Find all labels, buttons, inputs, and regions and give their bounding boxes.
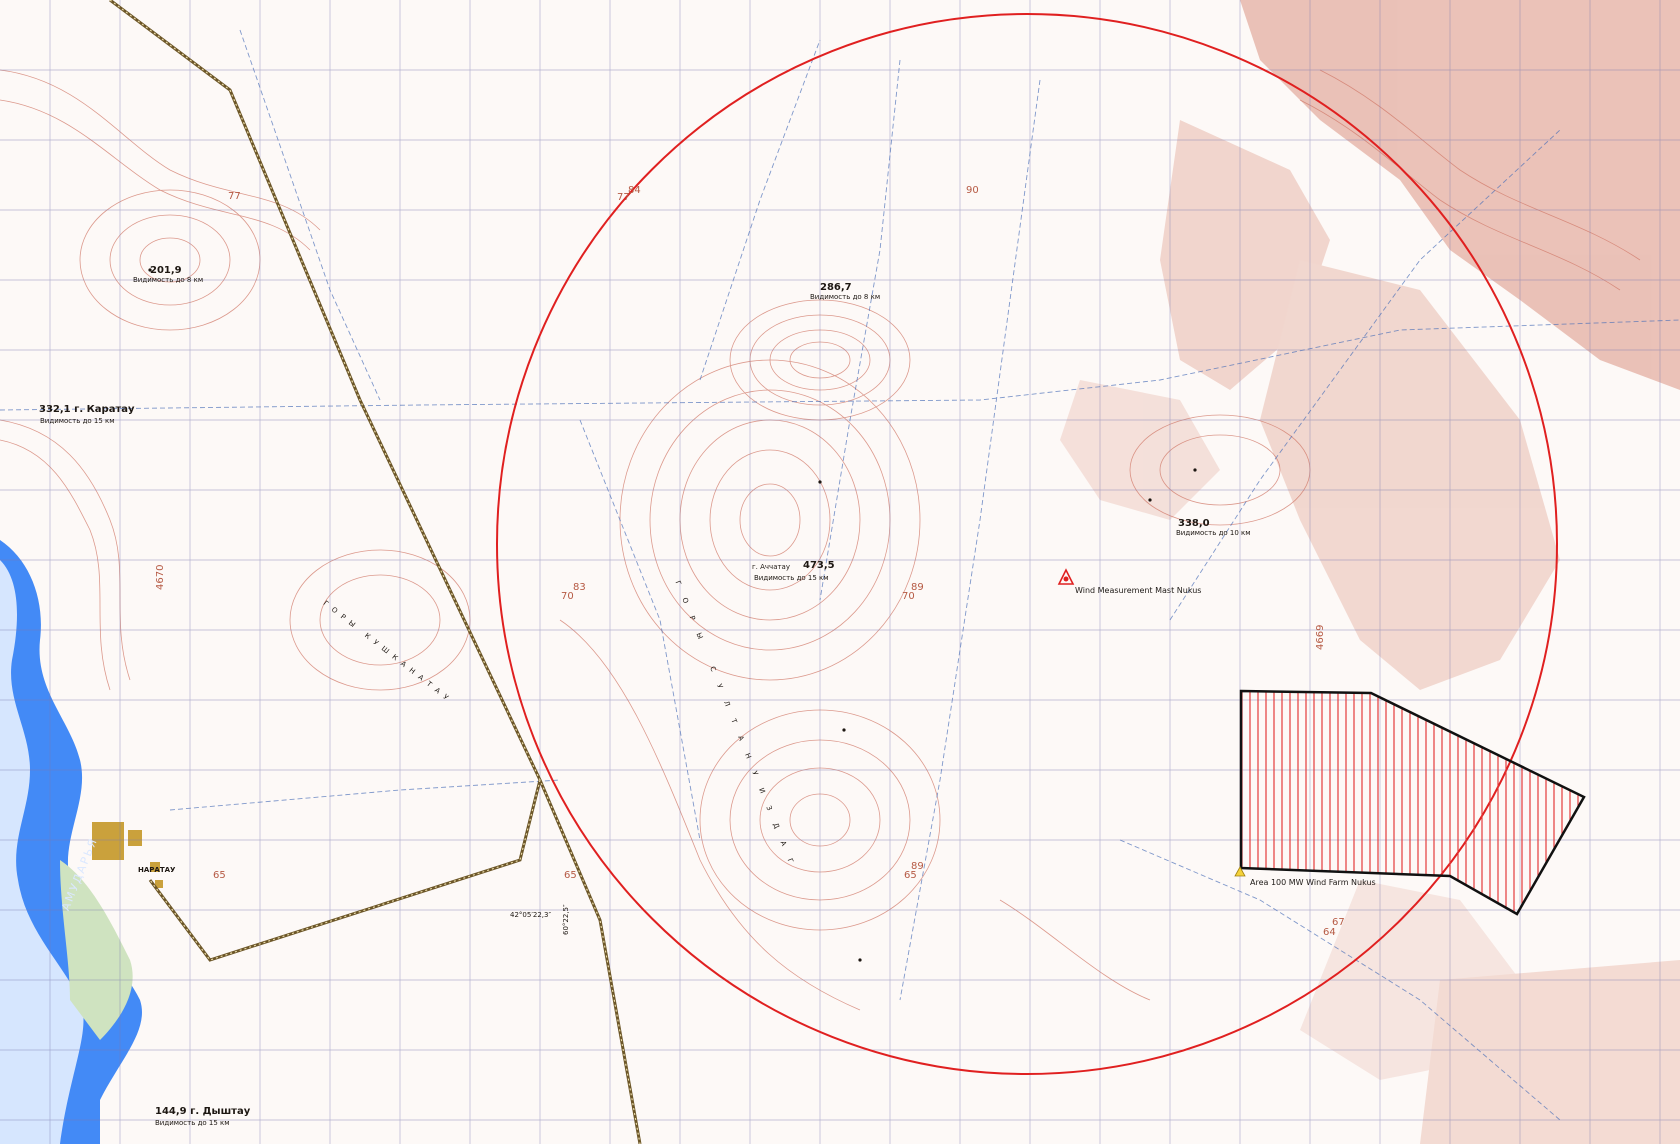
grid-number-64: 64: [1323, 927, 1336, 938]
peak-label-dyshtau: 144,9 г. Дыштау: [155, 1106, 251, 1117]
grid-number-67: 67: [1332, 917, 1345, 928]
grid-number-70a: 70: [561, 591, 574, 602]
peak-label-2019: 201,9: [150, 265, 182, 276]
wind-mast-label: Wind Measurement Mast Nukus: [1075, 586, 1202, 595]
town-label-karatau: НАРАТАУ: [138, 866, 176, 874]
grid-number-77b: 77: [617, 192, 630, 203]
visibility-label-2869: Видимость до 8 км: [810, 293, 881, 301]
grid-number-4670: 4670: [155, 564, 166, 590]
amudarya-river: [0, 540, 142, 1144]
grid-number-84: 84: [628, 185, 641, 196]
peak-height-achatau: 473,5: [803, 560, 835, 571]
peak-label-3380: 338,0: [1178, 518, 1210, 529]
visibility-label-karatau: Видимость до 15 км: [40, 417, 115, 425]
dirt-tracks: [0, 29, 1680, 1121]
grid-number-77a: 77: [228, 191, 241, 202]
grid-number-65c: 65: [904, 870, 917, 881]
grid-number-83: 83: [573, 582, 586, 593]
wind-farm-label: Area 100 MW Wind Farm Nukus: [1250, 878, 1376, 887]
wind-farm-marker-icon[interactable]: [1234, 866, 1246, 877]
visibility-label-2019: Видимость до 8 км: [133, 276, 204, 284]
terrain-shading: [1060, 0, 1680, 1144]
peak-label-2869: 286,7: [820, 282, 852, 293]
grid-number-89b: 89: [911, 861, 924, 872]
spot-heights: [148, 268, 1197, 962]
grid-number-65b: 65: [564, 870, 577, 881]
visibility-label-dyshtau: Видимость до 15 км: [155, 1119, 230, 1127]
coordinate-latitude: 42°05′22,3″: [510, 911, 552, 919]
wind-mast-icon[interactable]: [1057, 568, 1075, 585]
grid-number-65a: 65: [213, 870, 226, 881]
grid-number-89a: 89: [911, 582, 924, 593]
grid-number-70b: 70: [902, 591, 915, 602]
main-road-ticks: [109, 0, 641, 1144]
radius-circle: [496, 13, 1558, 1075]
visibility-label-3380: Видимость до 10 км: [1176, 529, 1251, 537]
grid-number-4669: 4669: [1315, 624, 1326, 650]
coordinate-longitude: 60°22,5″: [562, 904, 570, 935]
peak-label-karatau: 332,1 г. Каратау: [39, 404, 135, 415]
grid-number-90: 90: [966, 185, 979, 196]
peak-name-achatau: г. Аччатау: [752, 563, 790, 571]
karatau-settlement: [92, 822, 163, 888]
visibility-label-achatau: Видимость до 15 км: [754, 574, 829, 582]
